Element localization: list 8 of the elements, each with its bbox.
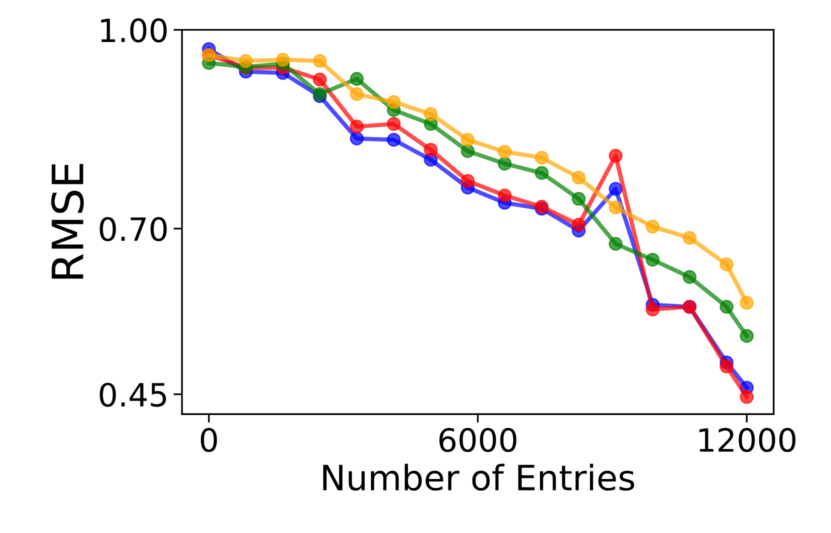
y-tick-label: 0.45	[100, 382, 166, 407]
y-axis-title: RMSE	[51, 164, 84, 279]
x-tick-label: 12000	[699, 428, 796, 452]
y-tick-label: 1.00	[101, 18, 167, 42]
x-tick-label: 6000	[439, 428, 516, 452]
x-tick-label: 0	[200, 428, 217, 452]
x-axis-title: Number of Entries	[323, 464, 634, 491]
y-tick-label: 0.70	[100, 217, 167, 242]
